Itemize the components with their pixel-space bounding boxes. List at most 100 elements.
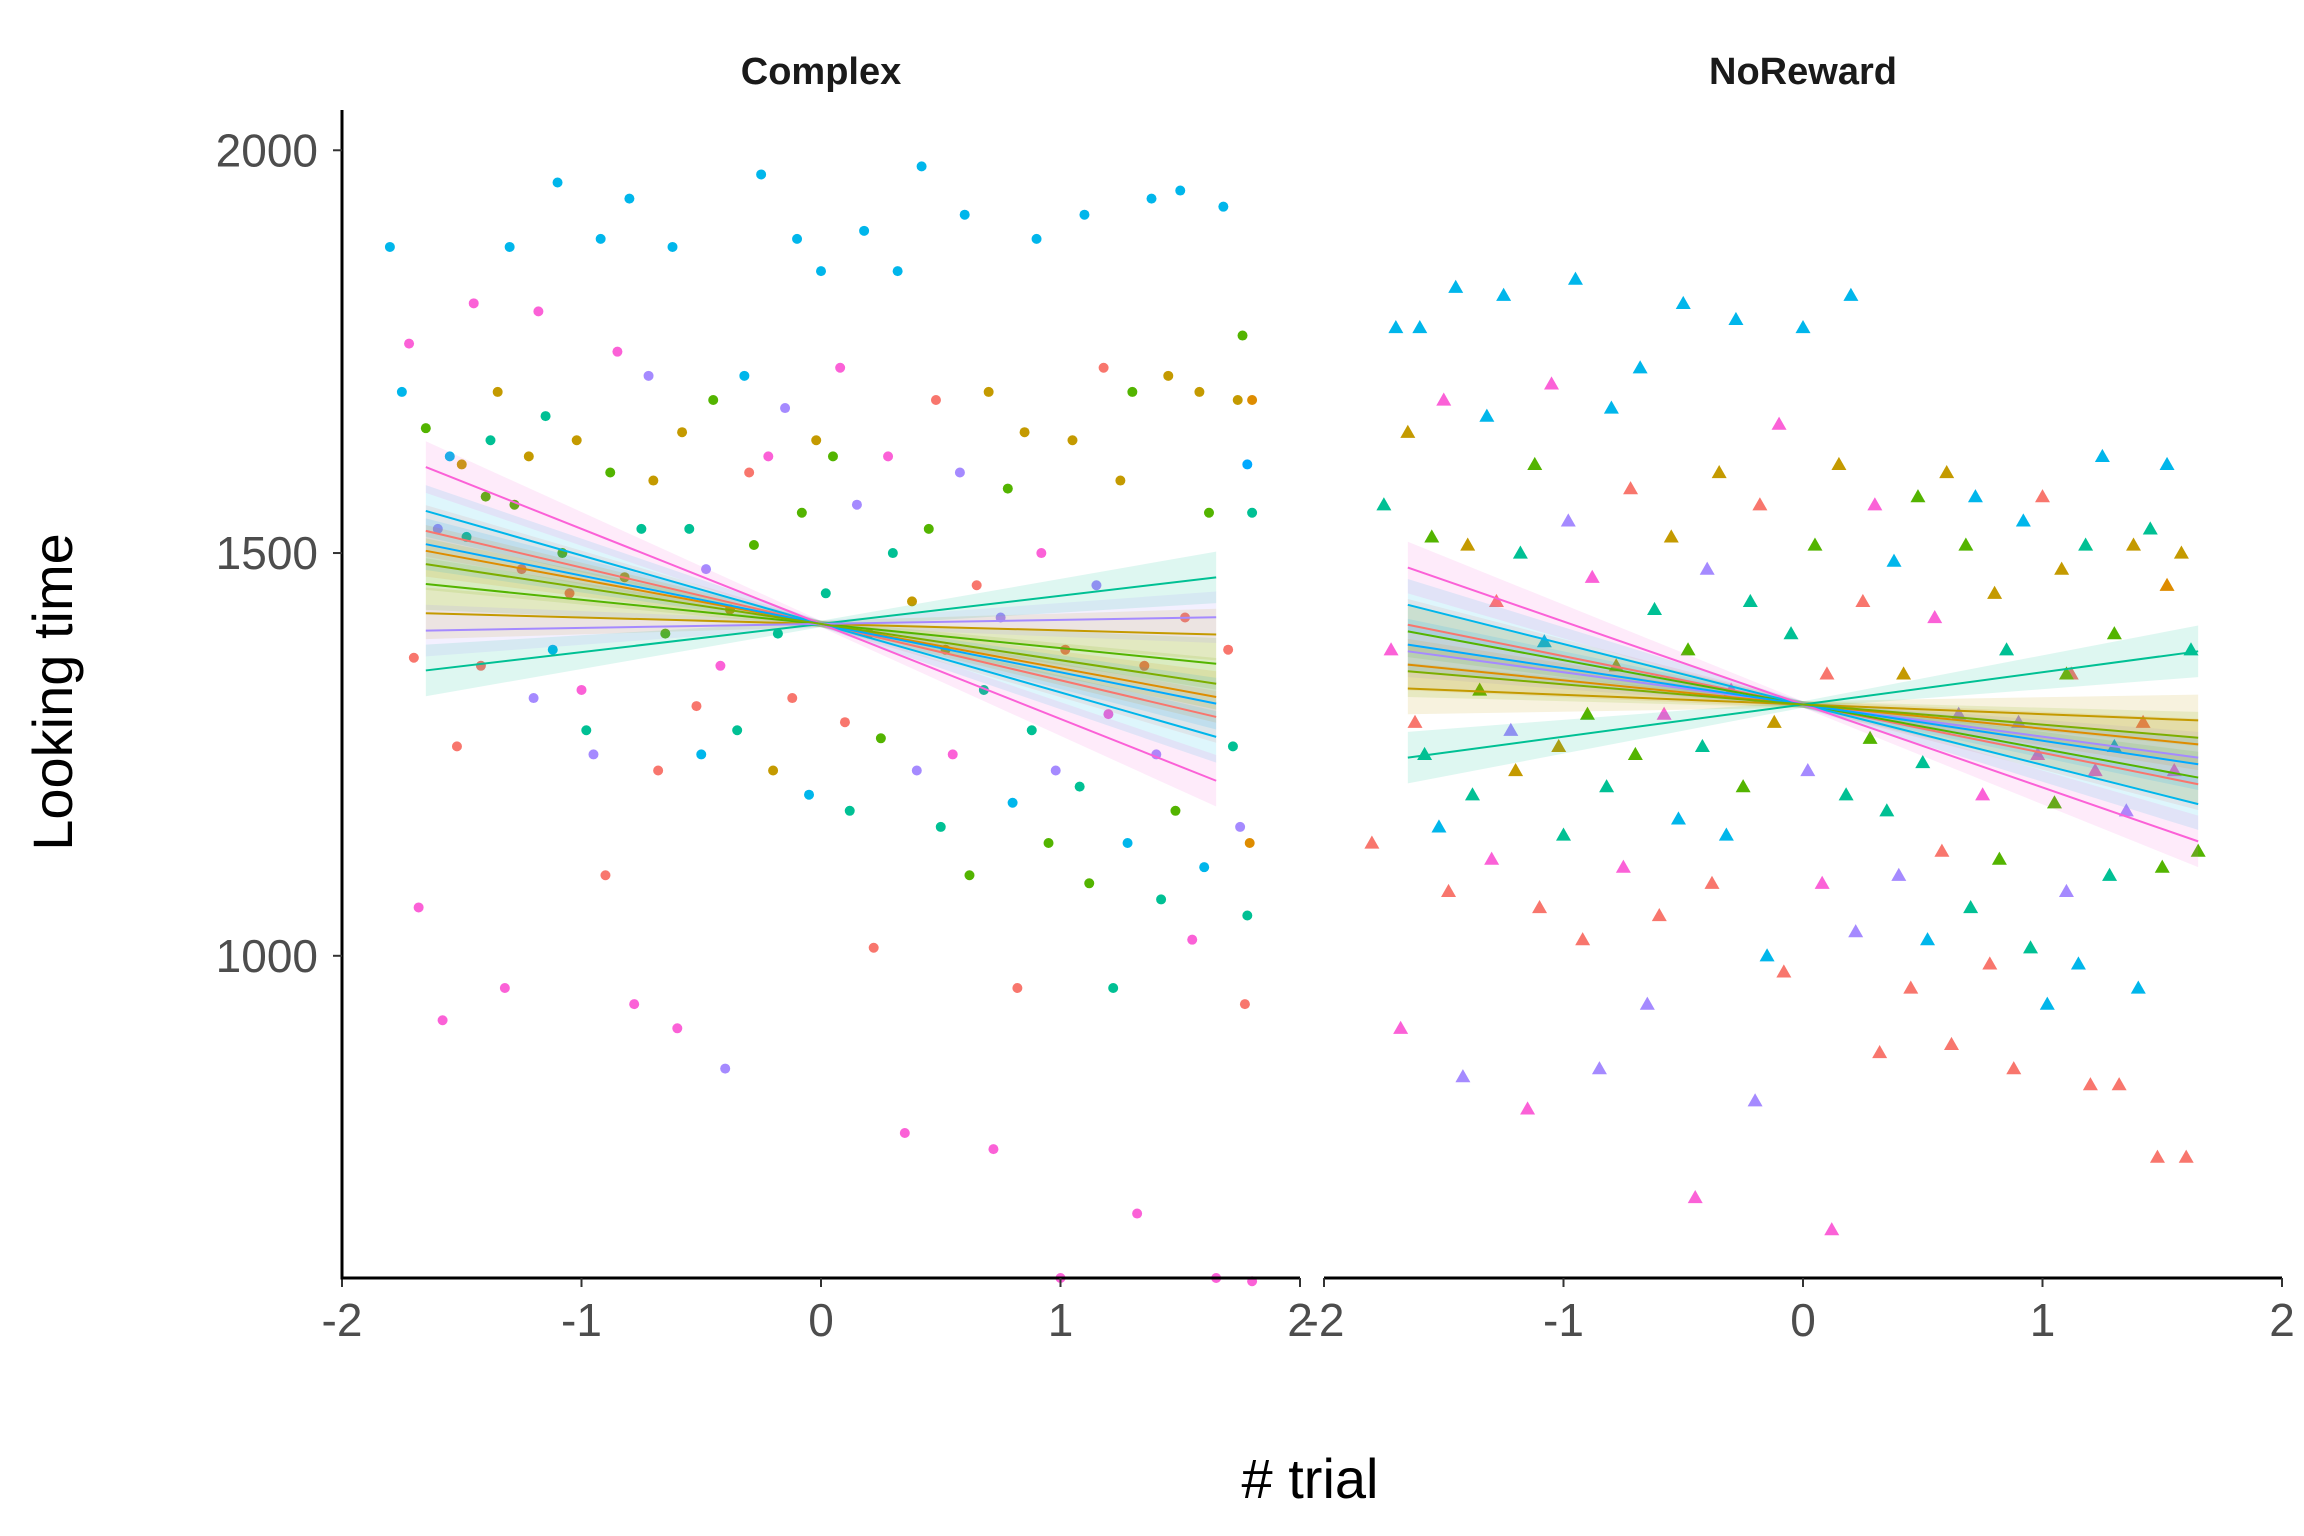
data-point (1508, 763, 1524, 777)
data-point (1496, 287, 1512, 301)
data-point (1242, 910, 1253, 921)
data-point (1848, 924, 1864, 938)
data-point (1247, 394, 1258, 405)
data-point (959, 209, 970, 220)
data-point (2078, 537, 2094, 551)
data-point (787, 693, 798, 704)
data-point (1752, 497, 1768, 511)
data-point (1639, 996, 1655, 1010)
data-point (892, 266, 903, 277)
data-point (2149, 1149, 2165, 1163)
data-point (2030, 746, 2046, 761)
x-tick-label: 1 (1048, 1294, 1074, 1346)
data-point (384, 241, 395, 252)
data-point (1407, 714, 1423, 728)
data-point (523, 451, 534, 462)
data-point (868, 942, 879, 953)
data-point (971, 580, 982, 591)
data-point (581, 725, 592, 736)
data-point (1599, 779, 1615, 793)
data-point (1503, 722, 1519, 736)
data-point (1615, 859, 1631, 873)
data-point (715, 660, 726, 671)
data-point (1448, 279, 1464, 293)
data-point (935, 821, 946, 832)
data-point (1247, 507, 1258, 518)
data-point (1584, 569, 1600, 583)
data-point (768, 765, 779, 776)
data-point (1376, 497, 1392, 511)
data-point (1484, 851, 1500, 865)
data-point (420, 423, 431, 434)
data-point (875, 733, 886, 744)
data-point (1115, 475, 1126, 486)
data-point (1412, 319, 1428, 334)
data-point (564, 588, 575, 599)
data-point (1747, 1093, 1763, 1107)
data-point (1520, 1101, 1536, 1115)
data-point (653, 765, 664, 776)
data-point (1651, 908, 1667, 922)
data-point (954, 467, 965, 478)
data-point (1675, 295, 1691, 309)
data-point (1393, 1020, 1409, 1034)
data-point (540, 411, 551, 422)
data-point (684, 523, 695, 534)
x-tick-label: -1 (1543, 1294, 1584, 1346)
facet-title: Complex (741, 51, 901, 93)
data-point (1958, 537, 1974, 551)
data-point (827, 451, 838, 462)
data-point (2154, 859, 2170, 873)
y-tick-label: 2000 (216, 124, 318, 176)
data-point (1232, 394, 1243, 405)
data-point (1735, 779, 1751, 793)
data-point (1824, 1222, 1840, 1236)
data-point (1436, 392, 1452, 406)
data-point (1007, 797, 1018, 808)
x-tick-label: 0 (808, 1294, 834, 1346)
data-point (1975, 787, 1991, 801)
data-point (1060, 644, 1071, 655)
data-point (739, 370, 750, 381)
data-point (1556, 827, 1571, 841)
data-point (1163, 370, 1174, 381)
data-point (899, 1128, 910, 1139)
data-point (1694, 738, 1710, 752)
data-point (2058, 883, 2074, 897)
data-point (1579, 706, 1595, 720)
data-point (2111, 1077, 2127, 1091)
facet-panels: Complex NoReward (384, 51, 2206, 1287)
data-point (1927, 609, 1943, 624)
data-point (964, 870, 975, 881)
data-point (677, 427, 688, 438)
data-point (1855, 593, 1871, 607)
data-point (796, 507, 807, 518)
data-point (1156, 894, 1167, 905)
data-point (1227, 741, 1238, 752)
data-point (1460, 537, 1476, 551)
data-point (2087, 763, 2103, 777)
data-point (1862, 730, 1878, 744)
data-point (887, 548, 898, 559)
data-point (1488, 593, 1504, 607)
data-point (1687, 1189, 1703, 1204)
data-point (600, 870, 611, 881)
data-point (2142, 521, 2158, 535)
facet-noreward: NoReward (1364, 51, 2206, 1236)
data-point (1536, 634, 1552, 648)
data-point (1431, 819, 1447, 833)
data-point (468, 298, 479, 309)
data-point (744, 467, 755, 478)
data-point (451, 741, 462, 752)
data-point (1127, 386, 1138, 397)
data-point (2011, 714, 2027, 728)
data-point (667, 241, 678, 252)
data-point (1711, 464, 1727, 479)
data-point (552, 177, 563, 188)
data-point (1819, 666, 1835, 680)
data-point (1464, 787, 1480, 801)
data-point (988, 1144, 999, 1155)
data-point (1194, 386, 1205, 397)
data-point (1364, 835, 1380, 849)
data-point (1122, 838, 1133, 849)
